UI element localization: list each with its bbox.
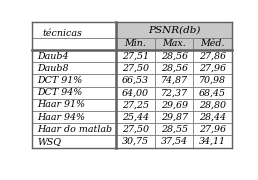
Text: Daub4: Daub4 xyxy=(37,52,69,61)
Bar xyxy=(32,87,116,99)
Text: Min.: Min. xyxy=(125,39,147,48)
Text: Max.: Max. xyxy=(162,39,186,48)
Text: PSNR(db): PSNR(db) xyxy=(148,25,200,34)
Text: Daub8: Daub8 xyxy=(37,64,69,73)
Bar xyxy=(194,50,232,62)
Text: 70,98: 70,98 xyxy=(199,76,226,85)
Bar xyxy=(194,135,232,148)
Bar xyxy=(116,22,232,38)
Text: 27,51: 27,51 xyxy=(122,52,149,61)
Bar xyxy=(155,62,194,74)
Bar xyxy=(155,50,194,62)
Bar xyxy=(116,74,155,87)
Bar xyxy=(32,111,116,123)
Text: 74,87: 74,87 xyxy=(161,76,188,85)
Bar xyxy=(194,87,232,99)
Bar xyxy=(32,135,116,148)
Bar xyxy=(116,62,155,74)
Text: 27,50: 27,50 xyxy=(122,125,149,134)
Text: técnicas: técnicas xyxy=(42,29,82,38)
Text: 27,50: 27,50 xyxy=(122,64,149,73)
Bar xyxy=(116,87,155,99)
Text: 66,53: 66,53 xyxy=(122,76,149,85)
Text: 28,80: 28,80 xyxy=(199,100,226,109)
Bar xyxy=(32,22,116,38)
Text: 68,45: 68,45 xyxy=(199,88,226,97)
Text: Haar do matlab: Haar do matlab xyxy=(37,125,112,134)
Bar xyxy=(116,50,155,62)
Text: DCT 94%: DCT 94% xyxy=(37,88,83,97)
Bar xyxy=(194,62,232,74)
Text: 25,44: 25,44 xyxy=(122,113,149,122)
Text: 34,11: 34,11 xyxy=(199,137,226,146)
Bar xyxy=(194,123,232,135)
Bar xyxy=(155,87,194,99)
Text: 28,56: 28,56 xyxy=(161,52,188,61)
Text: 72,37: 72,37 xyxy=(161,88,188,97)
Bar xyxy=(116,111,155,123)
Text: 29,87: 29,87 xyxy=(161,113,188,122)
Text: 37,54: 37,54 xyxy=(161,137,188,146)
Bar xyxy=(32,123,116,135)
Text: 28,56: 28,56 xyxy=(161,64,188,73)
Text: 29,69: 29,69 xyxy=(161,100,188,109)
Bar xyxy=(155,123,194,135)
Bar xyxy=(194,74,232,87)
Text: 30,75: 30,75 xyxy=(122,137,149,146)
Bar xyxy=(194,99,232,111)
Text: 27,96: 27,96 xyxy=(199,125,226,134)
Bar xyxy=(194,38,232,50)
Bar xyxy=(155,38,194,50)
Bar xyxy=(194,111,232,123)
Bar xyxy=(116,135,155,148)
Bar xyxy=(32,62,116,74)
Text: Haar 94%: Haar 94% xyxy=(37,113,85,122)
Bar xyxy=(155,111,194,123)
Text: 27,25: 27,25 xyxy=(122,100,149,109)
Bar xyxy=(116,99,155,111)
Text: 28,44: 28,44 xyxy=(199,113,226,122)
Bar xyxy=(155,135,194,148)
Bar xyxy=(116,38,155,50)
Text: Haar 91%: Haar 91% xyxy=(37,100,85,109)
Bar xyxy=(32,74,116,87)
Bar xyxy=(32,38,116,50)
Text: Méd.: Méd. xyxy=(200,39,225,48)
Text: 64,00: 64,00 xyxy=(122,88,149,97)
Bar xyxy=(32,50,116,62)
Bar xyxy=(116,123,155,135)
Text: 27,96: 27,96 xyxy=(199,64,226,73)
Text: WSQ: WSQ xyxy=(37,137,61,146)
Text: DCT 91%: DCT 91% xyxy=(37,76,83,85)
Bar xyxy=(155,99,194,111)
Bar xyxy=(32,99,116,111)
Bar xyxy=(155,74,194,87)
Text: 28,55: 28,55 xyxy=(161,125,188,134)
Text: 27,86: 27,86 xyxy=(199,52,226,61)
